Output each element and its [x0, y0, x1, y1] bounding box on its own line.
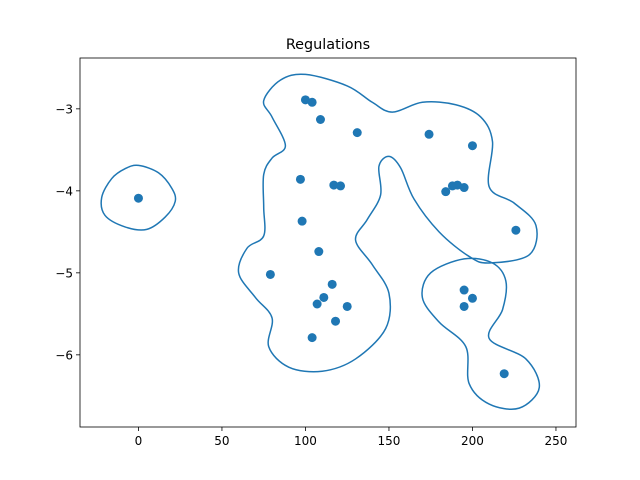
- scatter-point: [459, 301, 469, 311]
- scatter-point: [312, 299, 322, 309]
- scatter-point: [336, 181, 346, 191]
- scatter-point: [319, 292, 329, 302]
- scatter-point: [441, 187, 451, 197]
- chart-title: Regulations: [286, 37, 370, 53]
- scatter-point: [331, 316, 341, 326]
- y-tick-label: −5: [55, 266, 73, 280]
- scatter-point: [499, 369, 509, 379]
- scatter-point: [329, 180, 339, 190]
- contour-line-3: [421, 257, 541, 410]
- x-axis: 0 50 100 150 200 250: [135, 427, 568, 448]
- x-tick-label: 0: [135, 434, 143, 448]
- y-tick-label: −4: [55, 184, 73, 198]
- scatter-point: [314, 247, 324, 257]
- x-tick-label: 150: [378, 434, 401, 448]
- contour-line-1: [100, 164, 177, 231]
- scatter-point: [342, 301, 352, 311]
- y-axis: −3 −4 −5 −6: [55, 102, 80, 362]
- x-tick-label: 200: [461, 434, 484, 448]
- scatter-point: [459, 183, 469, 193]
- scatter-point: [459, 285, 469, 295]
- x-tick-label: 100: [294, 434, 317, 448]
- scatter-point: [307, 97, 317, 107]
- scatter-point: [297, 216, 307, 226]
- scatter-point: [315, 115, 325, 124]
- scatter-point: [133, 193, 143, 203]
- x-tick-label: 250: [545, 434, 568, 448]
- scatter-point: [295, 174, 305, 184]
- y-tick-label: −6: [55, 348, 73, 362]
- scatter-point: [352, 128, 362, 138]
- contour-line-2: [237, 73, 538, 373]
- scatter-point: [511, 225, 521, 235]
- scatter-point: [327, 279, 337, 289]
- scatter-point: [265, 269, 275, 279]
- scatter-points: [133, 95, 521, 379]
- x-tick-label: 50: [214, 434, 229, 448]
- scatter-point: [467, 293, 477, 303]
- plot-frame: [79, 57, 577, 428]
- y-tick-label: −3: [55, 102, 73, 116]
- scatter-point: [467, 141, 477, 151]
- scatter-point: [424, 129, 434, 139]
- contour-lines: [100, 73, 541, 410]
- scatter-point: [307, 333, 317, 343]
